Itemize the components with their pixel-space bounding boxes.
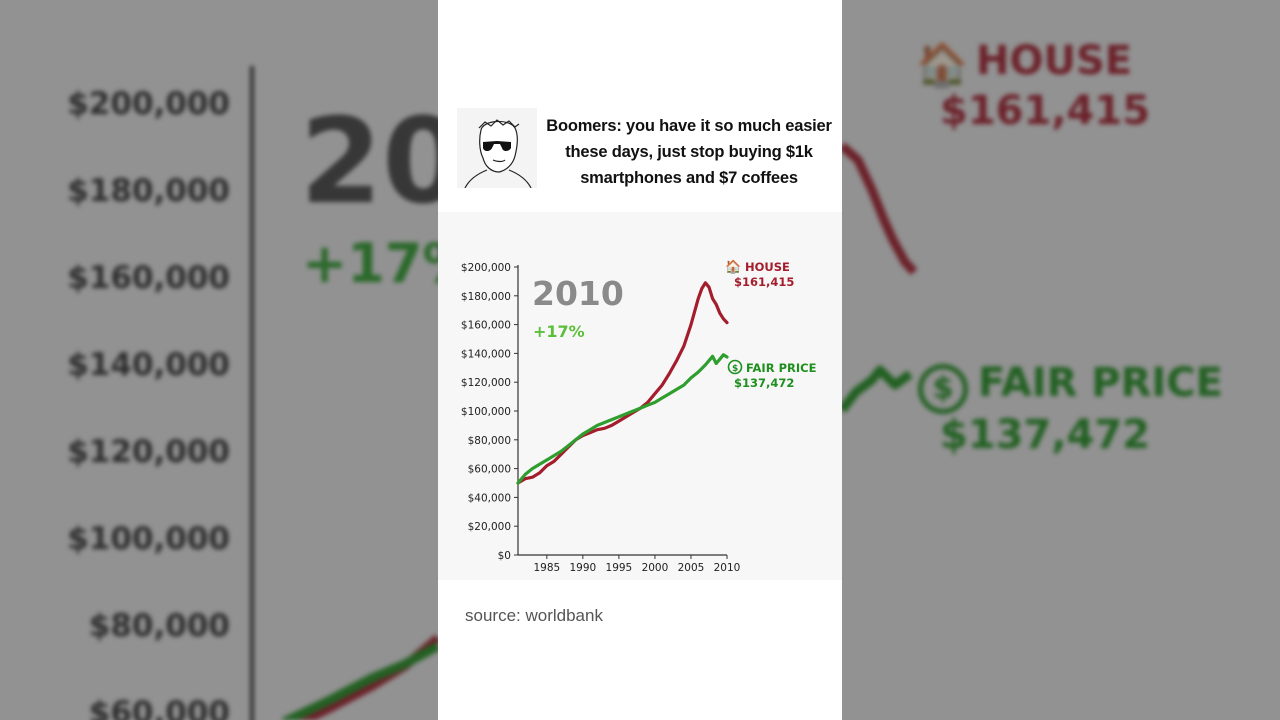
bg-y-tick: $180,000 [67,173,230,209]
bg-fair-value: $137,472 [940,412,1151,458]
change-label: +17% [533,322,585,341]
bg-y-tick: $80,000 [88,608,230,644]
house-icon: 🏠 [725,259,741,274]
bg-y-tick: $100,000 [67,521,230,557]
x-axis: 1985 1990 1995 2000 2005 2010 [518,554,741,574]
x-tick-label: 2010 [714,562,741,574]
y-axis: $0 $20,000 $40,000 $60,000 $80,000 $100,000 $1… [461,262,519,562]
year-label: 2010 [532,274,624,313]
house-icon: 🏠 [916,40,969,89]
dollar-sign-glyph: $ [732,364,738,374]
bg-y-tick: $160,000 [67,260,230,296]
dollar-circle-icon [727,359,743,375]
fair-price-series-label: $ FAIR PRICE $137,472 [727,359,817,390]
price-chart: $0 $20,000 $40,000 $60,000 $80,000 $100,000 $1… [461,259,817,574]
dollar-circle-icon: $ [918,364,968,414]
bg-fair-line-bottom [282,642,441,720]
meme-caption: Boomers: you have it so much easier thes… [546,117,832,187]
series-lines [516,281,729,485]
bg-house-name: HOUSE [976,38,1133,84]
y-tick-label: $180,000 [461,291,511,303]
bg-fair-label: $ FAIR PRICE $137,472 [916,360,1223,458]
bg-y-tick: $120,000 [67,434,230,470]
bg-house-label: 🏠 HOUSE $161,415 [916,38,1150,134]
y-tick-label: $120,000 [461,377,511,389]
house-series-label: 🏠 HOUSE $161,415 [725,259,794,289]
y-tick-label: $0 [498,550,511,562]
bg-house-value: $161,415 [940,88,1151,134]
bg-y-tick: $140,000 [67,347,230,383]
x-tick-label: 2000 [642,562,669,574]
fair-price-series-value: $137,472 [734,376,794,390]
house-series-value: $161,415 [734,275,794,289]
bg-y-tick: $200,000 [67,86,230,122]
y-tick-label: $140,000 [461,348,511,360]
bg-fair-line [838,365,913,413]
y-tick-label: $160,000 [461,320,511,332]
bg-y-tick: $60,000 [88,695,230,720]
x-tick-label: 2005 [678,562,705,574]
y-tick-label: $80,000 [468,435,511,447]
meme-avatar [457,108,537,189]
x-tick-label: 1990 [569,562,596,574]
meme-card: Boomers: you have it so much easier thes… [438,0,842,720]
y-tick-label: $60,000 [468,464,511,476]
y-tick-label: $200,000 [461,262,511,274]
house-series-name: HOUSE [745,260,790,274]
sunglasses-wojak-drawing-icon [464,119,532,189]
x-tick-label: 1995 [606,562,633,574]
y-tick-label: $20,000 [468,521,511,533]
y-tick-label: $40,000 [468,492,511,504]
y-tick-label: $100,000 [461,406,511,418]
bg-y-axis [250,66,254,720]
x-tick-label: 1985 [533,562,560,574]
source-label: source: worldbank [465,606,603,625]
fair-price-series-line [516,353,729,485]
fair-price-series-name: FAIR PRICE [746,361,817,375]
bg-fair-name: FAIR PRICE [978,360,1223,406]
bg-house-line [839,142,918,276]
chart-panel: $0 $20,000 $40,000 $60,000 $80,000 $100,000 $1… [438,212,842,580]
